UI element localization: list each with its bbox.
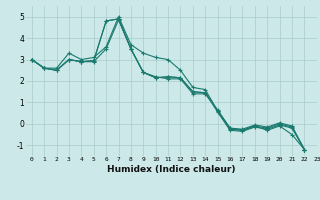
X-axis label: Humidex (Indice chaleur): Humidex (Indice chaleur) (107, 165, 236, 174)
